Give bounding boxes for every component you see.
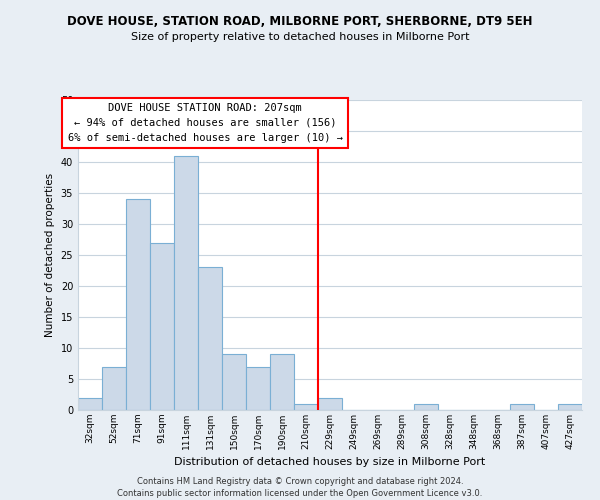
Bar xyxy=(414,404,438,410)
Bar xyxy=(174,156,198,410)
Bar xyxy=(318,398,342,410)
Bar xyxy=(222,354,246,410)
Bar xyxy=(558,404,582,410)
Bar xyxy=(198,268,222,410)
Bar xyxy=(270,354,294,410)
Bar xyxy=(246,366,270,410)
X-axis label: Distribution of detached houses by size in Milborne Port: Distribution of detached houses by size … xyxy=(175,458,485,468)
Text: Contains public sector information licensed under the Open Government Licence v3: Contains public sector information licen… xyxy=(118,489,482,498)
Bar xyxy=(102,366,126,410)
Bar xyxy=(294,404,318,410)
Bar xyxy=(150,242,174,410)
Bar xyxy=(78,398,102,410)
Text: Size of property relative to detached houses in Milborne Port: Size of property relative to detached ho… xyxy=(131,32,469,42)
Text: DOVE HOUSE STATION ROAD: 207sqm
← 94% of detached houses are smaller (156)
6% of: DOVE HOUSE STATION ROAD: 207sqm ← 94% of… xyxy=(68,103,343,142)
Bar xyxy=(510,404,534,410)
Text: DOVE HOUSE, STATION ROAD, MILBORNE PORT, SHERBORNE, DT9 5EH: DOVE HOUSE, STATION ROAD, MILBORNE PORT,… xyxy=(67,15,533,28)
Bar xyxy=(126,199,150,410)
Y-axis label: Number of detached properties: Number of detached properties xyxy=(45,173,55,337)
Text: Contains HM Land Registry data © Crown copyright and database right 2024.: Contains HM Land Registry data © Crown c… xyxy=(137,478,463,486)
